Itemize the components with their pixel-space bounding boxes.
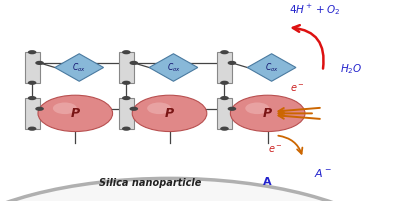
Circle shape	[35, 61, 44, 65]
FancyBboxPatch shape	[119, 52, 134, 83]
Polygon shape	[149, 54, 198, 81]
Text: $C_{ox}$: $C_{ox}$	[265, 61, 279, 74]
FancyBboxPatch shape	[217, 52, 232, 83]
Text: $C_{ox}$: $C_{ox}$	[72, 61, 86, 74]
Circle shape	[38, 95, 113, 132]
Text: P: P	[165, 107, 174, 120]
Circle shape	[228, 107, 236, 111]
Text: $e^-$: $e^-$	[290, 83, 305, 94]
Circle shape	[220, 81, 229, 85]
Circle shape	[220, 50, 229, 54]
Circle shape	[228, 61, 236, 65]
Circle shape	[130, 107, 138, 111]
FancyBboxPatch shape	[119, 98, 134, 129]
Circle shape	[35, 107, 44, 111]
Polygon shape	[247, 54, 296, 81]
Circle shape	[53, 102, 77, 114]
Circle shape	[28, 50, 36, 54]
Circle shape	[147, 102, 171, 114]
Text: $C_{ox}$: $C_{ox}$	[167, 61, 180, 74]
Circle shape	[28, 127, 36, 131]
Text: P: P	[71, 107, 80, 120]
Text: $4H^+ + O_2$: $4H^+ + O_2$	[289, 2, 340, 17]
Circle shape	[245, 102, 269, 114]
Ellipse shape	[0, 178, 394, 202]
Text: A: A	[263, 177, 272, 187]
Text: $H_2O$: $H_2O$	[340, 62, 363, 76]
Circle shape	[122, 81, 131, 85]
Circle shape	[28, 96, 36, 100]
Circle shape	[122, 50, 131, 54]
FancyBboxPatch shape	[25, 52, 39, 83]
Text: Silica nanoparticle: Silica nanoparticle	[99, 178, 201, 188]
Circle shape	[122, 96, 131, 100]
Circle shape	[132, 95, 207, 132]
Circle shape	[130, 61, 138, 65]
Circle shape	[122, 127, 131, 131]
FancyBboxPatch shape	[25, 98, 39, 129]
FancyBboxPatch shape	[217, 98, 232, 129]
FancyArrowPatch shape	[278, 136, 302, 154]
Text: $e^-$: $e^-$	[268, 144, 283, 155]
Circle shape	[230, 95, 305, 132]
FancyArrowPatch shape	[293, 25, 323, 68]
Text: $A^-$: $A^-$	[314, 167, 332, 179]
Circle shape	[28, 81, 36, 85]
Polygon shape	[55, 54, 104, 81]
Circle shape	[220, 127, 229, 131]
Circle shape	[220, 96, 229, 100]
Text: P: P	[263, 107, 272, 120]
